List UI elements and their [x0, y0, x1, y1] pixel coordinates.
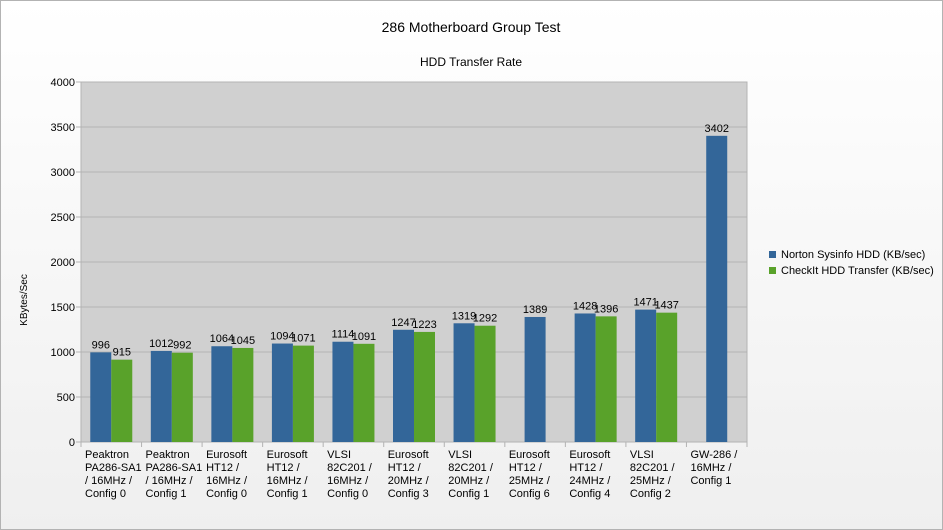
data-label-s0-c10: 3402: [704, 123, 728, 135]
data-label-s1-c3: 1071: [291, 333, 315, 345]
legend-label-0: Norton Sysinfo HDD (KB/sec): [781, 249, 925, 261]
legend-swatch-0: [769, 251, 776, 258]
y-tick-label-2000: 2000: [51, 257, 75, 269]
x-tick-label-7: Eurosoft HT12 /25MHz / Config 6: [509, 449, 551, 500]
x-axis-ticks: Peaktron PA286-SA1/ 16MHz / Config 0Peaktr…: [80, 442, 748, 500]
bar-s1-c6: [474, 325, 496, 442]
x-tick-label-5: Eurosoft HT12 /20MHz / Config 3: [388, 449, 430, 500]
data-label-s1-c2: 1045: [231, 335, 255, 347]
bar-s0-c4: [332, 341, 354, 442]
bar-s0-c5: [393, 329, 414, 442]
x-tick-label-9: VLSI 82C201 /25MHz / Config 2: [630, 449, 676, 500]
x-tick-label-3: Eurosoft HT12 /16MHz / Config 1: [267, 449, 309, 500]
bar-s0-c8: [574, 313, 596, 442]
data-label-s0-c7: 1389: [523, 304, 547, 316]
data-label-s0-c9: 1471: [633, 297, 657, 309]
y-tick-label-0: 0: [69, 437, 75, 449]
bars: 996 1012 1064 1094 1114 1247 1319 1389 1428 1471 3…: [90, 123, 729, 442]
bar-s0-c2: [211, 346, 233, 442]
bar-s1-c0: [111, 359, 133, 442]
bar-s0-c7: [524, 316, 546, 442]
legend: Norton Sysinfo HDD (KB/sec) CheckIt HDD T…: [769, 249, 934, 277]
bar-s0-c1: [150, 350, 172, 442]
x-tick-label-4: VLSI 82C201 /16MHz / Config 0: [327, 449, 373, 500]
data-label-s0-c6: 1319: [452, 310, 476, 322]
bar-s1-c2: [232, 347, 254, 442]
y-tick-label-4000: 4000: [51, 77, 75, 89]
data-label-s1-c8: 1396: [594, 303, 618, 315]
chart-title: 286 Motherboard Group Test: [382, 19, 561, 35]
bar-s1-c9: [656, 312, 678, 442]
data-label-s0-c8: 1428: [573, 300, 597, 312]
bar-s0-c0: [90, 352, 112, 442]
bar-s1-c1: [171, 352, 193, 442]
y-tick-label-1000: 1000: [51, 347, 75, 359]
data-label-s1-c1: 992: [173, 340, 191, 352]
x-tick-label-10: GW-286 /16MHz / Config 1: [690, 449, 738, 487]
data-label-s1-c4: 1091: [352, 331, 376, 343]
y-axis-label: KBytes/Sec: [19, 274, 30, 326]
y-tick-label-3500: 3500: [51, 122, 75, 134]
data-label-s1-c9: 1437: [654, 300, 678, 312]
legend-label-1: CheckIt HDD Transfer (KB/sec): [781, 265, 934, 277]
x-tick-label-6: VLSI 82C201 /20MHz / Config 1: [448, 449, 494, 500]
y-tick-label-2500: 2500: [51, 212, 75, 224]
bar-s1-c5: [414, 331, 435, 442]
data-label-s0-c3: 1094: [270, 331, 294, 343]
bar-s0-c10: [706, 135, 728, 442]
bar-s0-c6: [453, 323, 475, 442]
chart-subtitle: HDD Transfer Rate: [420, 55, 522, 69]
bar-s1-c3: [292, 345, 314, 442]
data-label-s1-c6: 1292: [473, 313, 497, 325]
bar-s0-c9: [635, 309, 657, 442]
y-tick-label-500: 500: [57, 392, 75, 404]
bar-s1-c4: [353, 343, 375, 442]
bar-s0-c3: [271, 343, 293, 442]
y-tick-label-3000: 3000: [51, 167, 75, 179]
data-label-s1-c5: 1223: [412, 319, 436, 331]
data-label-s0-c2: 1064: [210, 333, 234, 345]
data-label-s0-c5: 1247: [391, 317, 415, 329]
x-tick-label-2: Eurosoft HT12 /16MHz / Config 0: [206, 449, 248, 500]
data-label-s1-c0: 915: [113, 347, 131, 359]
legend-swatch-1: [769, 267, 776, 274]
bar-s1-c8: [595, 316, 617, 442]
data-label-s0-c4: 1114: [332, 329, 355, 341]
data-label-s0-c1: 1012: [149, 338, 173, 350]
x-tick-label-8: Eurosoft HT12 /24MHz / Config 4: [569, 449, 611, 500]
data-label-s0-c0: 996: [92, 339, 110, 351]
x-tick-label-0: Peaktron PA286-SA1/ 16MHz / Config 0: [85, 449, 142, 500]
y-tick-label-1500: 1500: [51, 302, 75, 314]
x-tick-label-1: Peaktron PA286-SA1/ 16MHz / Config 1: [146, 449, 203, 500]
